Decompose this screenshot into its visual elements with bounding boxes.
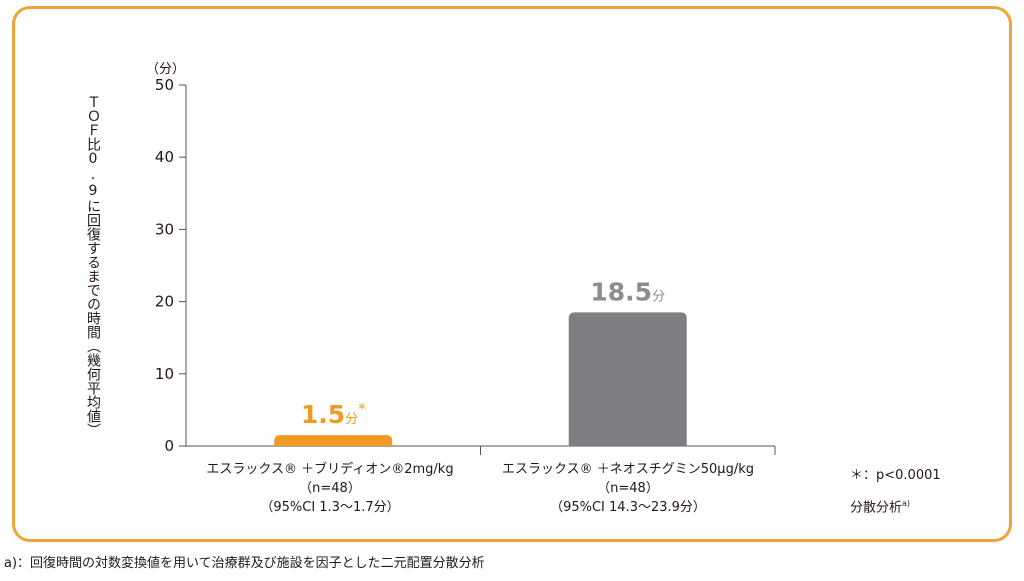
y-axis-unit: （分） xyxy=(146,62,186,77)
category-label-2-name: エスラックス® ＋ネオスチグミン50μg/kg xyxy=(502,462,754,477)
significance-note: ＊：p<0.0001 分散分析a) xyxy=(850,462,941,522)
value-label-2: 18.5分 xyxy=(590,277,665,306)
analysis-method-text: 分散分析 xyxy=(850,500,903,516)
bar-2 xyxy=(568,312,687,446)
y-tick-label-4: 40 xyxy=(155,148,174,166)
category-label-1-n: （n=48） xyxy=(299,481,361,496)
bar-1 xyxy=(274,435,393,446)
y-axis-label: ＴＯＦ比0.9に回復するまでの時間（幾何平均値） xyxy=(85,95,101,437)
y-tick-label-3: 30 xyxy=(155,220,174,238)
y-tick-label-1: 10 xyxy=(155,365,174,383)
analysis-method-sup: a) xyxy=(902,499,911,508)
category-label-1: エスラックス® ＋ブリディオン®2mg/kg （n=48） （95%CI 1.3… xyxy=(185,460,475,517)
category-label-2: エスラックス® ＋ネオスチグミン50μg/kg （n=48） （95%CI 14… xyxy=(478,460,778,517)
category-label-2-n: （n=48） xyxy=(597,481,659,496)
category-label-1-ci: （95%CI 1.3〜1.7分） xyxy=(260,500,400,515)
analysis-method-note: 分散分析a) xyxy=(850,490,941,522)
y-tick-label-2: 20 xyxy=(155,293,174,311)
footnote: a)：回復時間の対数変換値を用いて治療群及び施設を因子とした二元配置分散分析 xyxy=(4,556,485,571)
value-label-1: 1.5分* xyxy=(301,400,366,429)
chart-frame xyxy=(12,6,1012,542)
category-label-1-name: エスラックス® ＋ブリディオン®2mg/kg xyxy=(206,462,454,477)
p-value-note: ＊：p<0.0001 xyxy=(850,468,941,483)
y-tick-label-0: 0 xyxy=(164,437,174,455)
y-tick-label-5: 50 xyxy=(155,76,174,94)
category-label-2-ci: （95%CI 14.3〜23.9分） xyxy=(550,500,706,515)
